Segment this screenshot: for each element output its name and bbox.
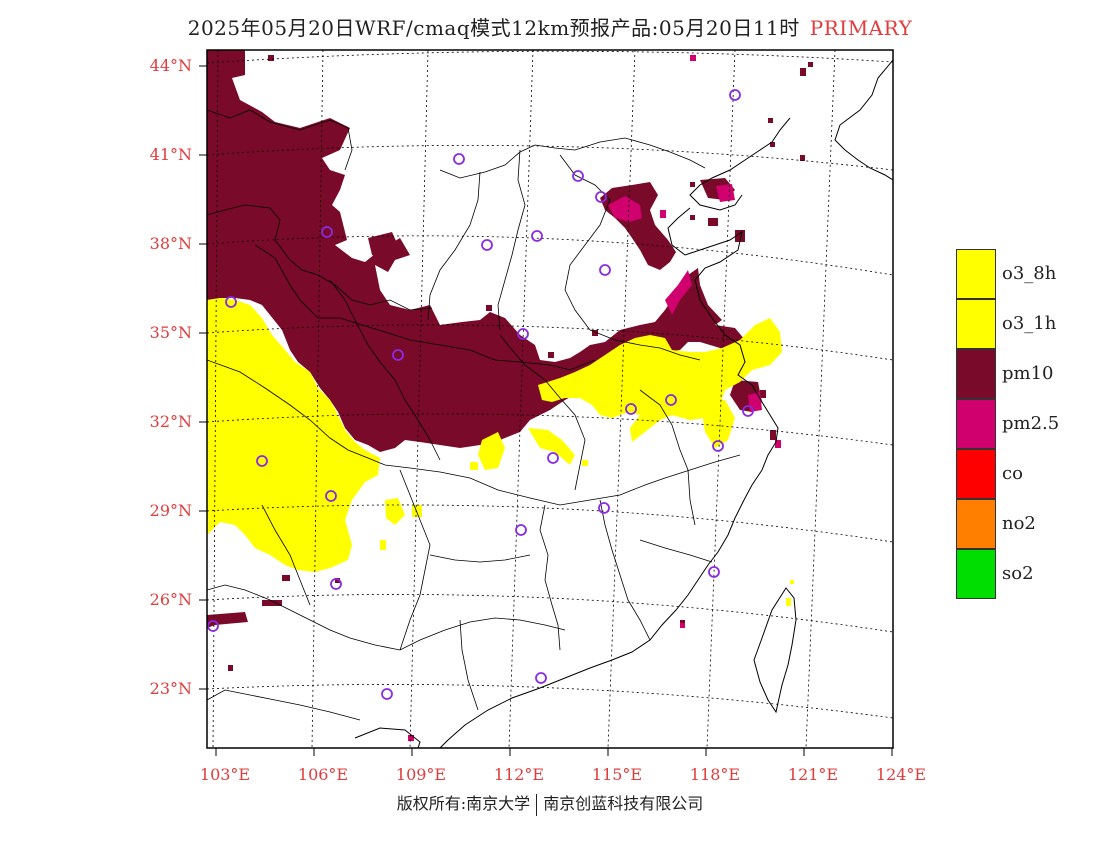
legend-item: co [956, 449, 1076, 499]
legend-label: pm10 [1002, 363, 1054, 384]
lat-label: 23°N [149, 679, 192, 698]
taiwan-outline [753, 587, 797, 714]
hainan-outline [354, 727, 421, 748]
o3-region-central [538, 318, 782, 442]
province-borders [207, 109, 741, 721]
axis-ticks [199, 65, 893, 756]
o3-patch [478, 432, 505, 470]
legend-item: so2 [956, 549, 1076, 599]
legend-item: no2 [956, 499, 1076, 549]
lon-label: 103°E [199, 765, 251, 784]
map-content [207, 50, 893, 748]
legend-label: no2 [1002, 513, 1036, 534]
pm25-region [748, 392, 762, 412]
lat-label: 29°N [149, 501, 192, 520]
legend-item: pm10 [956, 349, 1076, 399]
lat-label: 41°N [149, 145, 192, 164]
coastline [439, 59, 893, 748]
lon-label: 106°E [297, 765, 349, 784]
station-markers [207, 89, 754, 700]
lon-label: 115°E [591, 765, 643, 784]
lon-label: 121°E [787, 765, 839, 784]
o3-patch [528, 428, 575, 465]
lat-label: 32°N [149, 412, 192, 431]
footer-divider [536, 793, 538, 816]
pm10-patch [368, 232, 400, 260]
lat-label: 35°N [149, 323, 192, 342]
pm25-region [608, 196, 642, 222]
pm25-region [665, 270, 692, 315]
legend-swatch [956, 299, 996, 349]
legend-item: o3_8h [956, 249, 1076, 299]
legend-label: o3_1h [1002, 313, 1057, 334]
pm25-region [716, 184, 735, 202]
legend-label: so2 [1002, 563, 1034, 584]
copyright-left: 版权所有:南京大学 [396, 794, 531, 813]
legend-swatch [956, 349, 996, 399]
legend-item: pm2.5 [956, 399, 1076, 449]
title-main: 2025年05月20日WRF/cmaq模式12km预报产品:05月20日11时 [187, 16, 800, 40]
pm25-specks [408, 55, 781, 741]
lat-label: 38°N [149, 234, 192, 253]
copyright-right: 南京创蓝科技有限公司 [543, 794, 704, 813]
o3-patch [385, 498, 405, 525]
title-mode: PRIMARY [809, 16, 913, 40]
map-title: 2025年05月20日WRF/cmaq模式12km预报产品:05月20日11时 P… [0, 12, 1100, 41]
legend-label: co [1002, 463, 1023, 484]
lon-label: 109°E [395, 765, 447, 784]
lon-label: 118°E [689, 765, 741, 784]
lon-label: 112°E [493, 765, 545, 784]
pm10-specks [228, 55, 813, 671]
map-frame [206, 49, 894, 749]
legend-label: o3_8h [1002, 263, 1057, 284]
copyright-footer: 版权所有:南京大学 南京创蓝科技有限公司 [0, 790, 1100, 816]
o3-specks [380, 460, 794, 606]
lat-label: 44°N [149, 56, 192, 75]
legend: o3_8h o3_1h pm10 pm2.5 co no2 so2 [956, 249, 1076, 599]
legend-label: pm2.5 [1002, 413, 1060, 434]
lon-label: 124°E [875, 765, 927, 784]
pm10-patch [686, 268, 722, 330]
legend-swatch [956, 549, 996, 599]
legend-swatch [956, 399, 996, 449]
legend-swatch [956, 499, 996, 549]
o3-region-west [207, 298, 380, 572]
legend-swatch [956, 249, 996, 299]
legend-item: o3_1h [956, 299, 1076, 349]
legend-swatch [956, 449, 996, 499]
lat-label: 26°N [149, 590, 192, 609]
o3-patch [700, 400, 735, 448]
